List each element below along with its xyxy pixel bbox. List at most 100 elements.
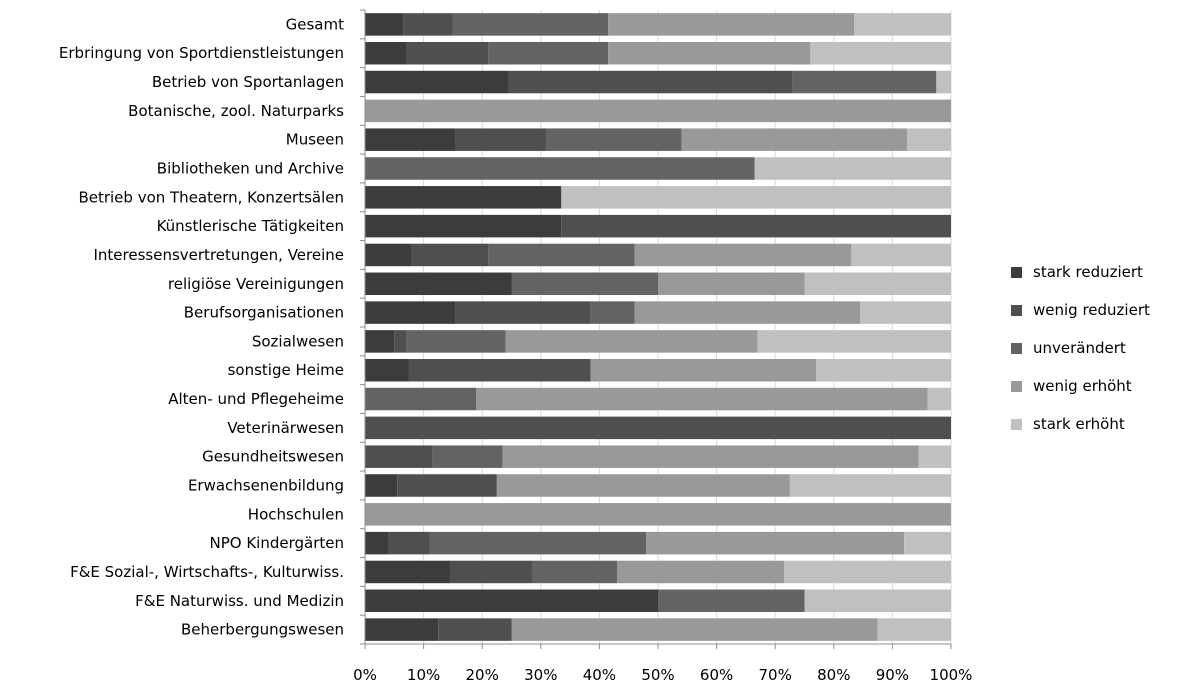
bar-segment-stark-erhöht	[789, 474, 951, 497]
x-tick-label: 60%	[700, 666, 733, 684]
category-label: F&E Naturwiss. und Medizin	[135, 592, 344, 610]
bar-segment-stark-reduziert	[365, 301, 456, 324]
bar-segment-wenig-reduziert	[408, 358, 591, 382]
bar-segment-wenig-reduziert	[508, 70, 793, 94]
legend: stark reduziert wenig reduziert unveränder…	[1011, 263, 1150, 433]
bar-segment-stark-reduziert	[365, 186, 562, 209]
bar-segment-wenig-erhöht	[590, 358, 817, 382]
bar-segment-stark-reduziert	[365, 70, 509, 94]
bar-segment-unverändert	[658, 589, 805, 613]
bar-segment-stark-erhöht	[804, 272, 951, 296]
bar-segment-stark-reduziert	[365, 243, 412, 267]
bar-segment-stark-reduziert	[365, 272, 512, 296]
bar-segment-wenig-erhöht	[505, 330, 758, 353]
bar-segment-wenig-erhöht	[476, 387, 928, 411]
bar-segment-wenig-reduziert	[365, 416, 951, 440]
bar-segment-stark-erhöht	[936, 70, 951, 94]
category-label: Berufsorganisationen	[184, 304, 344, 322]
bar-segment-stark-reduziert	[365, 214, 562, 238]
bar-segment-wenig-erhöht	[634, 301, 861, 324]
bar-segment-unverändert	[511, 272, 658, 296]
category-label: NPO Kindergärten	[209, 534, 344, 552]
bar-segment-unverändert	[432, 445, 503, 468]
bar-segment-stark-erhöht	[907, 128, 951, 151]
bar-segment-stark-reduziert	[365, 589, 658, 613]
bar-segment-wenig-reduziert	[455, 301, 591, 324]
bar-segment-wenig-erhöht	[634, 243, 852, 267]
bar-segment-stark-erhöht	[561, 186, 951, 209]
bar-segment-wenig-reduziert	[397, 474, 497, 497]
category-label: Sozialwesen	[252, 332, 344, 350]
bar-segment-unverändert	[532, 560, 617, 584]
category-label: Botanische, zool. Naturparks	[128, 102, 344, 120]
bar-segment-wenig-reduziert	[438, 618, 512, 641]
category-label: Hochschulen	[248, 505, 344, 523]
bar-segment-stark-erhöht	[816, 358, 951, 382]
bar-segment-stark-reduziert	[365, 531, 389, 555]
x-tick-label: 90%	[876, 666, 909, 684]
bar-segment-wenig-erhöht	[616, 560, 784, 584]
bar-segment-unverändert	[429, 531, 647, 555]
category-label: Veterinärwesen	[227, 419, 344, 437]
legend-label: wenig erhöht	[1033, 377, 1132, 395]
category-label: F&E Sozial-, Wirtschafts-, Kulturwiss.	[70, 563, 344, 581]
bar-segment-unverändert	[488, 243, 635, 267]
bar-segment-stark-reduziert	[365, 560, 450, 584]
bar-segment-wenig-reduziert	[411, 243, 489, 267]
x-tick-label: 20%	[466, 666, 499, 684]
bar-segment-wenig-reduziert	[455, 128, 547, 151]
x-tick-label: 70%	[759, 666, 792, 684]
bar-segment-stark-erhöht	[877, 618, 951, 641]
category-label: Gesundheitswesen	[202, 448, 344, 466]
category-labels: Gesamt Erbringung von Sportdienstleistung…	[59, 15, 344, 638]
bar-segment-wenig-erhöht	[365, 503, 951, 526]
bar-segment-stark-erhöht	[851, 243, 951, 267]
bar-segment-wenig-reduziert	[365, 445, 433, 468]
bar-segment-unverändert	[488, 41, 609, 65]
axes	[360, 9, 952, 649]
x-tick-label: 40%	[583, 666, 616, 684]
category-label: Museen	[286, 131, 344, 149]
bar-segment-wenig-erhöht	[511, 618, 878, 641]
category-label: Beherbergungswesen	[181, 621, 344, 639]
bar-segment-stark-erhöht	[783, 560, 951, 584]
bar-segment-wenig-erhöht	[608, 41, 811, 65]
bar-segment-wenig-reduziert	[449, 560, 533, 584]
bar-segment-unverändert	[365, 157, 755, 180]
bar-segment-wenig-erhöht	[365, 99, 951, 123]
category-label: Betrieb von Theatern, Konzertsälen	[78, 188, 344, 206]
bar-segment-unverändert	[452, 13, 609, 36]
x-tick-label: 10%	[407, 666, 440, 684]
bar-segment-wenig-erhöht	[658, 272, 805, 296]
bar-segment-unverändert	[546, 128, 682, 151]
category-label: Interessensvertretungen, Vereine	[94, 246, 345, 264]
legend-label: stark reduziert	[1033, 263, 1143, 281]
bar-segment-stark-reduziert	[365, 128, 456, 151]
category-label: Betrieb von Sportanlagen	[152, 73, 344, 91]
category-label: religiöse Vereinigungen	[168, 275, 344, 293]
bar-segment-stark-reduziert	[365, 41, 407, 65]
legend-swatch	[1011, 343, 1022, 354]
x-tick-label: 0%	[353, 666, 377, 684]
bar-segment-wenig-reduziert	[403, 13, 453, 36]
category-label: Alten- und Pflegeheime	[168, 390, 344, 408]
x-tick-label: 50%	[641, 666, 674, 684]
bar-segment-stark-erhöht	[757, 330, 951, 353]
bar-segment-wenig-erhöht	[681, 128, 908, 151]
bar-segment-wenig-erhöht	[646, 531, 905, 555]
x-tick-label: 80%	[817, 666, 850, 684]
bar-segment-stark-erhöht	[927, 387, 951, 411]
x-tick-label: 30%	[524, 666, 557, 684]
category-label: sonstige Heime	[228, 361, 344, 379]
bar-segment-stark-reduziert	[365, 474, 398, 497]
category-label: Bibliotheken und Archive	[157, 160, 344, 178]
legend-label: wenig reduziert	[1033, 301, 1150, 319]
bar-segment-unverändert	[365, 387, 477, 411]
category-label: Erbringung von Sportdienstleistungen	[59, 44, 344, 62]
legend-swatch	[1011, 419, 1022, 430]
bar-segment-stark-reduziert	[365, 358, 409, 382]
bar-segment-wenig-erhöht	[496, 474, 790, 497]
legend-label: unverändert	[1033, 339, 1126, 357]
bar-segment-stark-erhöht	[754, 157, 951, 180]
